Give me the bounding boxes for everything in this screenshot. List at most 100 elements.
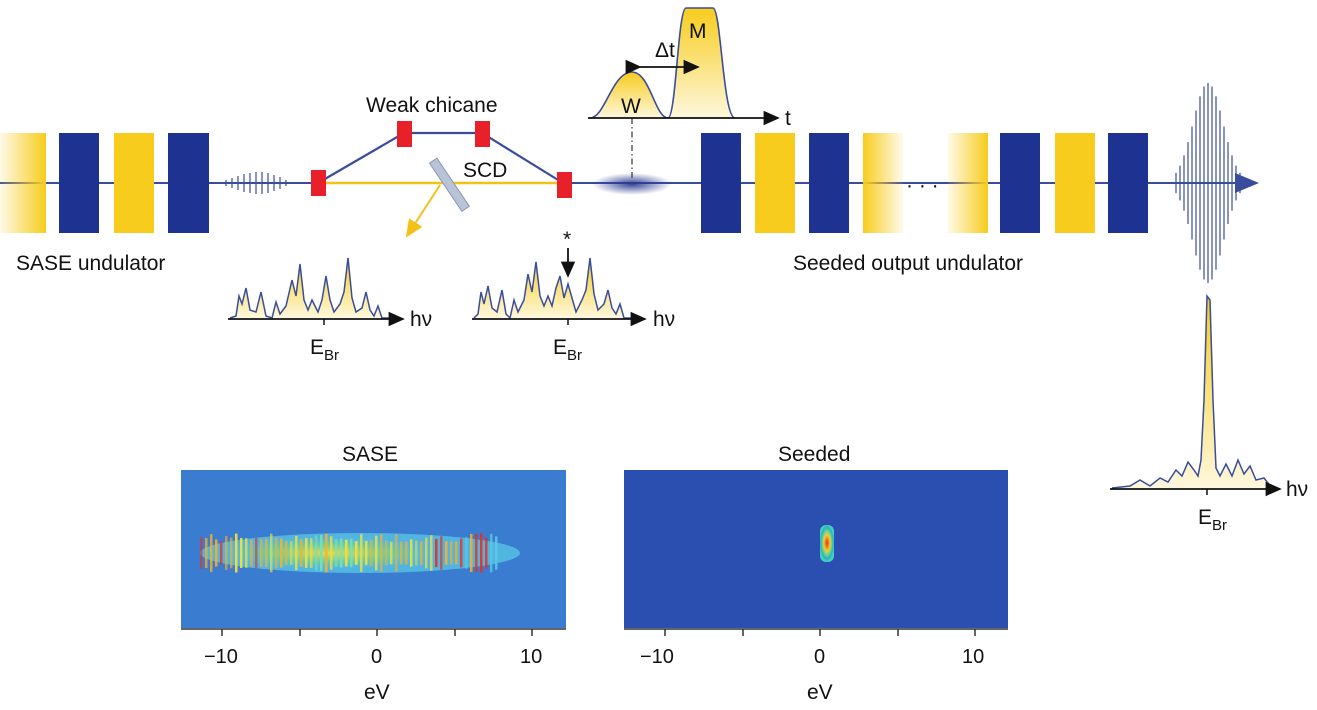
sase-streak [240, 538, 243, 568]
seeded-detector-image [624, 470, 1008, 628]
seeded-pulse [1175, 83, 1241, 283]
m-label: M [689, 20, 707, 43]
out-magnet-2 [755, 133, 795, 233]
t-axis-label: t [785, 107, 791, 130]
sase-streak [260, 539, 263, 567]
sase-streak [415, 540, 418, 566]
temporal-profile [588, 7, 780, 126]
seeded-x-unit: eV [807, 681, 833, 704]
sase-tick-10: 10 [520, 646, 542, 668]
chicane-magnet-2 [397, 121, 412, 147]
sase-streak [245, 538, 248, 568]
sase-streak [255, 537, 258, 569]
w-peak [590, 72, 668, 118]
sase-streak [440, 536, 443, 570]
sase-streak [390, 541, 393, 565]
seeded-tick-neg10: −10 [640, 646, 674, 668]
sase-magnet-1 [0, 133, 46, 233]
sase-streak [265, 538, 268, 568]
sase-detector-image [181, 470, 566, 628]
sase-streak [460, 538, 463, 568]
out-magnet-6 [1000, 133, 1040, 233]
sase-streak [335, 539, 338, 567]
sase-streak [320, 535, 323, 571]
sase-streak [450, 541, 453, 565]
sase-streak [490, 533, 493, 573]
sase-streak [400, 541, 403, 565]
m-peak [668, 8, 735, 118]
sase-streak [295, 535, 298, 571]
sase-streak [235, 533, 238, 573]
hv-label-3: hν [1286, 478, 1308, 501]
sase-streak [290, 541, 293, 565]
sase-magnet-4 [168, 133, 209, 233]
sase-streak [435, 538, 438, 568]
sase-streak [360, 534, 363, 572]
sase-streak [410, 539, 413, 567]
weak-chicane-label: Weak chicane [366, 94, 498, 117]
sase-streak [225, 535, 228, 571]
seeded-x-ticks [664, 629, 976, 636]
sase-streak [365, 540, 368, 566]
sase-magnet-2 [59, 133, 99, 233]
electron-bunch [592, 173, 672, 195]
sase-x-unit: eV [364, 681, 390, 704]
scd-label: SCD [463, 159, 507, 182]
hv-label-2: hν [653, 308, 675, 331]
sase-streak [385, 540, 388, 566]
sase-magnet-3 [114, 133, 154, 233]
sase-streak [325, 533, 328, 573]
ebr-label-2: EBr [553, 336, 582, 364]
sase-streak [355, 541, 358, 565]
sase-streak [200, 536, 203, 570]
out-magnet-1 [701, 133, 741, 233]
sase-streak [340, 538, 343, 568]
out-magnet-3 [809, 133, 849, 233]
sase-tick-neg10: −10 [204, 646, 238, 668]
sase-streak [315, 535, 318, 571]
sase-streak [420, 541, 423, 565]
out-magnet-8 [1108, 133, 1148, 233]
seeded-image-title: Seeded [778, 443, 850, 466]
w-label: W [621, 95, 641, 118]
filtered-spectrum-fill [473, 257, 632, 320]
sase-streak [230, 537, 233, 569]
sase-spectrum [228, 257, 405, 327]
scd-crystal [428, 157, 471, 212]
sase-streak [305, 538, 308, 568]
chicane-magnet-4 [557, 172, 572, 198]
sase-streak [395, 534, 398, 572]
profile-curve [589, 7, 736, 119]
chicane-magnet-1 [311, 170, 326, 196]
sase-streak [455, 541, 458, 565]
out-magnet-4 [863, 133, 903, 233]
seeded-tick-10: 10 [962, 646, 984, 668]
sase-tick-0: 0 [371, 646, 382, 668]
ellipsis: · · · [906, 174, 939, 197]
sase-streak [310, 538, 313, 568]
sase-streak [480, 533, 483, 573]
sase-streak [370, 539, 373, 567]
sase-streak [220, 541, 223, 565]
sase-image-title: SASE [342, 443, 398, 466]
sase-pulse [225, 172, 287, 194]
hv-label-1: hν [410, 308, 432, 331]
sase-streak [275, 537, 278, 569]
sase-streak [280, 538, 283, 568]
sase-streak [345, 539, 348, 567]
ebr-label-1: EBr [310, 336, 339, 364]
sase-streak [485, 537, 488, 569]
filtered-spectrum [472, 248, 647, 327]
seeded-output-undulator [701, 133, 1148, 233]
sase-streak [380, 534, 383, 572]
sase-streak [495, 536, 498, 570]
sase-streak [430, 535, 433, 571]
sase-streak [215, 539, 218, 567]
sase-streak [270, 533, 273, 573]
sase-undulator-label: SASE undulator [16, 252, 165, 275]
sase-undulator [0, 133, 209, 233]
sase-streak [405, 541, 408, 565]
out-magnet-5 [948, 133, 988, 233]
chicane-magnet-3 [475, 121, 490, 147]
